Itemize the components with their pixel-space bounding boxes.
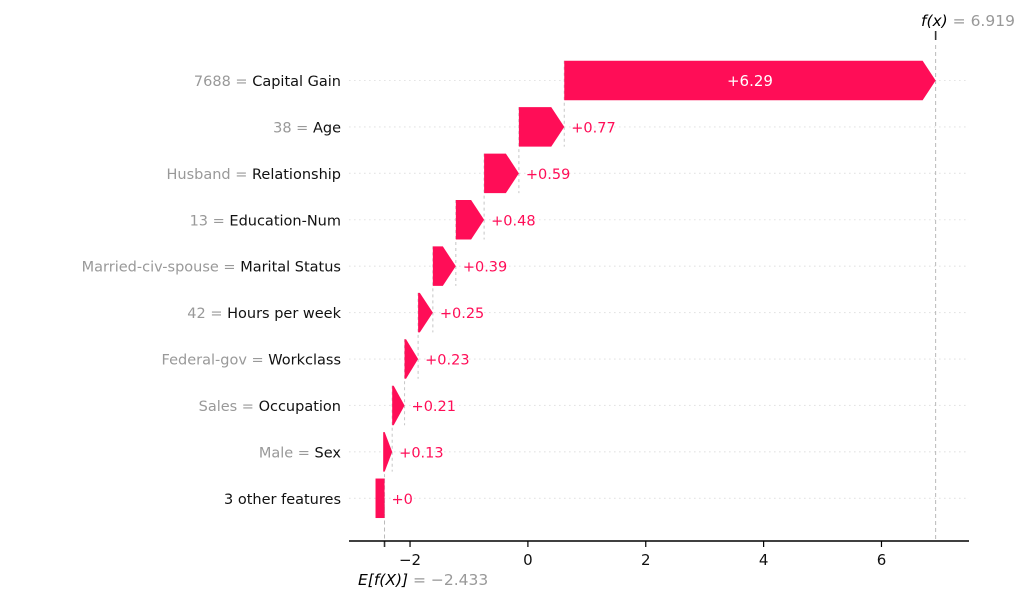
contribution-label: +0.77 bbox=[571, 120, 615, 136]
feature-label: Male = Sex bbox=[259, 445, 342, 461]
contribution-label: +6.29 bbox=[727, 72, 773, 90]
fx-annotation: f(x) = 6.919 bbox=[921, 12, 1015, 30]
waterfall-bar bbox=[432, 246, 456, 286]
waterfall-bar bbox=[518, 107, 565, 147]
contribution-label: +0.25 bbox=[440, 306, 484, 322]
feature-label: 42 = Hours per week bbox=[187, 306, 341, 322]
contribution-label: +0.59 bbox=[526, 167, 570, 183]
waterfall-bar bbox=[375, 478, 385, 519]
waterfall-bar bbox=[418, 292, 433, 333]
x-axis-tick-label: −2 bbox=[399, 551, 421, 569]
feature-label: 7688 = Capital Gain bbox=[194, 74, 341, 90]
feature-label: 3 other features bbox=[224, 492, 341, 508]
feature-label: Married-civ-spouse = Marital Status bbox=[82, 260, 341, 276]
feature-label: Husband = Relationship bbox=[166, 167, 341, 183]
feature-label: 38 = Age bbox=[273, 120, 341, 136]
waterfall-bar bbox=[404, 339, 419, 379]
x-axis-tick-label: 4 bbox=[759, 551, 769, 569]
expected-value-annotation: E[f(X)] = −2.433 bbox=[358, 571, 488, 589]
contribution-label: +0.13 bbox=[399, 445, 443, 461]
waterfall-bar bbox=[484, 153, 519, 194]
contribution-label: +0 bbox=[392, 492, 413, 508]
x-axis-tick-label: 0 bbox=[523, 551, 533, 569]
contribution-label: +0.39 bbox=[463, 260, 507, 276]
feature-label: Federal-gov = Workclass bbox=[162, 353, 341, 369]
x-axis-tick-label: 6 bbox=[877, 551, 887, 569]
waterfall-bar bbox=[564, 60, 936, 101]
x-axis-tick-label: 2 bbox=[641, 551, 651, 569]
contribution-label: +0.48 bbox=[491, 213, 535, 229]
feature-label: 13 = Education-Num bbox=[190, 213, 341, 229]
contribution-label: +0.23 bbox=[425, 353, 469, 369]
waterfall-bar bbox=[383, 432, 393, 472]
feature-label: Sales = Occupation bbox=[199, 399, 341, 415]
waterfall-bar bbox=[455, 200, 485, 240]
waterfall-bar bbox=[392, 385, 405, 426]
contribution-label: +0.21 bbox=[412, 399, 456, 415]
